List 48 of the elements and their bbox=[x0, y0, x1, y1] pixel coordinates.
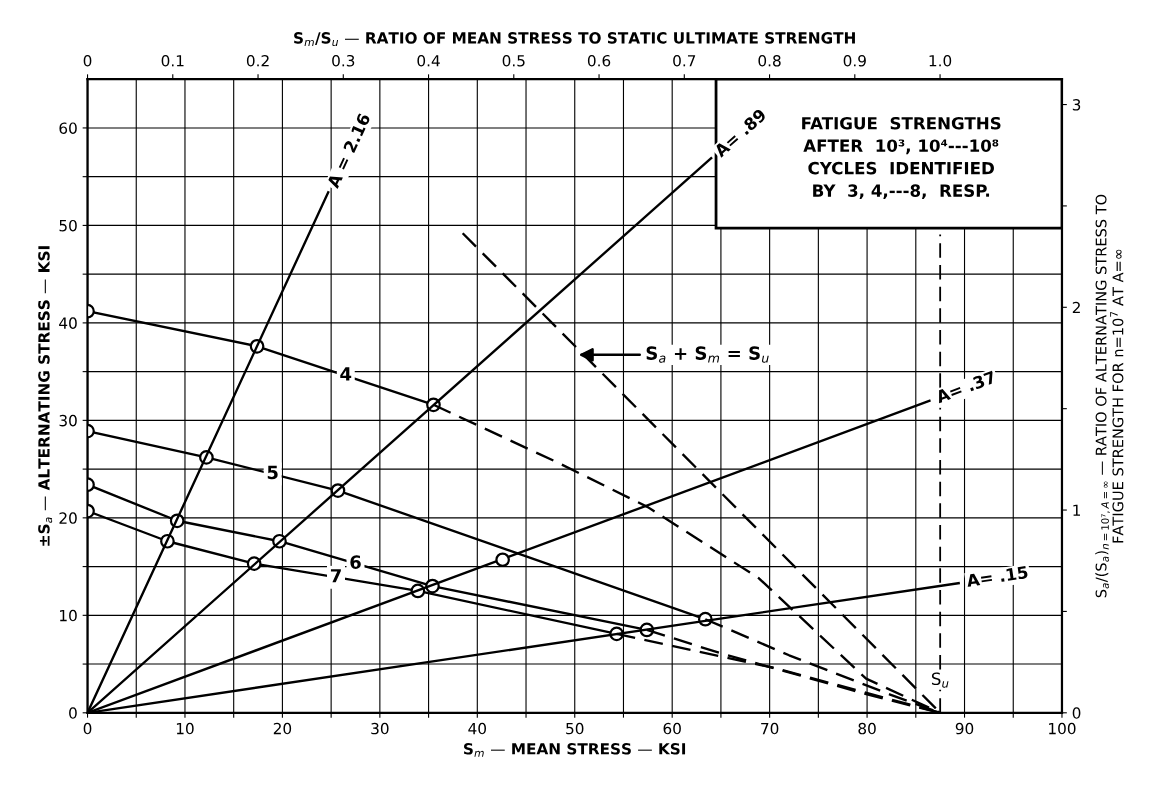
text: S$_{a}$/(S$_{a}$)$_{n=10⁷,A=∞}$ — RATIO OF ALTERNATING STRESS TO FATIGUE STRENGTH FOR n=10$^{7}$ AT A=∞ bbox=[1095, 194, 1124, 598]
x-tick-label: 90 bbox=[955, 722, 974, 735]
annotation: A= .89 bbox=[713, 108, 767, 159]
x2-tick-label: 1.0 bbox=[929, 54, 952, 67]
y-tick-label: 40 bbox=[59, 317, 77, 329]
y2-tick-label: 3 bbox=[1072, 99, 1081, 111]
x-tick-label: 30 bbox=[371, 722, 389, 735]
x-tick-label: 40 bbox=[468, 722, 487, 735]
y-tick-label: 60 bbox=[59, 122, 77, 134]
y2-tick-label: 2 bbox=[1072, 301, 1080, 314]
annotation: A= .37 bbox=[934, 370, 997, 404]
y2-tick-label: 1 bbox=[1073, 504, 1080, 516]
y2-tick-label: 0 bbox=[1072, 707, 1081, 719]
x2-tick-label: 0.9 bbox=[843, 54, 866, 67]
x2-tick-label: 0.2 bbox=[246, 54, 269, 67]
x-tick-label: 50 bbox=[566, 722, 584, 735]
annotation: FATIGUE STRENGTHS AFTER 10³, 10⁴---10⁸ CYCLES IDENTIFIED BY 3, 4,---8, RESP. bbox=[802, 116, 1001, 200]
ref-line-label: S$_{u}$ bbox=[931, 672, 949, 688]
x-axis-title: S$_{m}$ — MEAN STRESS — KSI bbox=[464, 743, 686, 757]
x2-tick-label: 0.3 bbox=[332, 54, 355, 67]
annotation: 6 bbox=[350, 555, 361, 569]
x-tick-label: 70 bbox=[761, 722, 779, 735]
x-tick-label: 0 bbox=[83, 722, 92, 735]
annotation: 4 bbox=[340, 367, 352, 381]
x2-tick-label: 0.5 bbox=[502, 54, 525, 67]
y-tick-label: 10 bbox=[60, 609, 77, 622]
y-tick-label: 30 bbox=[59, 414, 77, 427]
annotation: 7 bbox=[330, 569, 341, 583]
x-tick-label: 10 bbox=[176, 722, 194, 735]
x2-tick-label: 0.6 bbox=[587, 54, 611, 67]
x2-axis-title: S$_{m}$/S$_{u}$ — RATIO OF MEAN STRESS TO STATIC ULTIMATE STRENGTH bbox=[294, 32, 855, 47]
annotation: A = 2.16 bbox=[326, 112, 371, 190]
annotation: A= .15 bbox=[965, 565, 1029, 588]
annotation: 5 bbox=[267, 465, 278, 480]
y-axis-title: ±S$_{a}$ — ALTERNATING STRESS — KSI bbox=[38, 246, 53, 546]
x-tick-label: 80 bbox=[858, 722, 876, 735]
y-tick-label: 20 bbox=[59, 512, 77, 524]
x2-tick-label: 0.7 bbox=[673, 54, 696, 67]
annotation: S$_{a}$ + S$_{m}$ = S$_{u}$ bbox=[646, 346, 769, 363]
x2-tick-label: 0.4 bbox=[417, 54, 440, 67]
x-tick-label: 20 bbox=[273, 722, 292, 735]
x-tick-label: 60 bbox=[663, 722, 681, 735]
x2-tick-label: 0 bbox=[83, 54, 92, 67]
y-tick-label: 0 bbox=[69, 707, 77, 719]
x2-tick-label: 0.8 bbox=[758, 54, 781, 67]
x2-tick-label: 0.1 bbox=[161, 54, 184, 67]
x-tick-label: 100 bbox=[1049, 722, 1076, 735]
y-tick-label: 50 bbox=[59, 219, 77, 232]
